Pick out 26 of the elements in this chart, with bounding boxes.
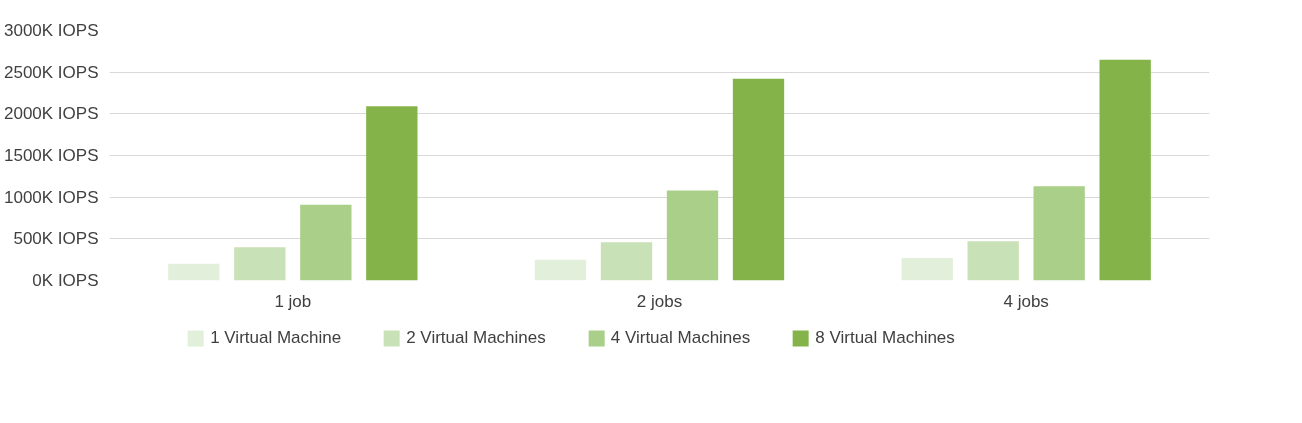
- y-tick-label: 3000K IOPS: [4, 21, 99, 40]
- bar: [234, 247, 286, 281]
- y-tick-label: 2000K IOPS: [4, 104, 99, 124]
- bar: [732, 78, 785, 281]
- x-tick-label: 2 jobs: [636, 291, 683, 311]
- bar: [534, 259, 587, 281]
- y-tick-label: 500K IOPS: [13, 229, 99, 249]
- legend-label: 1 Virtual Machine: [210, 328, 342, 348]
- x-tick-label: 1 job: [274, 291, 312, 311]
- y-tick-label: 2500K IOPS: [4, 62, 99, 82]
- bar: [1033, 186, 1085, 281]
- y-tick-label: 1000K IOPS: [4, 187, 99, 207]
- bar: [366, 106, 418, 281]
- bar: [967, 241, 1019, 281]
- legend-label: 2 Virtual Machines: [406, 328, 546, 348]
- legend-label: 4 Virtual Machines: [610, 328, 751, 348]
- bar: [600, 242, 653, 281]
- bar: [666, 190, 719, 281]
- bar: [901, 258, 953, 281]
- legend-label: 8 Virtual Machines: [815, 328, 955, 348]
- y-tick-label: 0K IOPS: [32, 271, 99, 290]
- bar: [300, 204, 352, 281]
- y-tick-label: 1500K IOPS: [4, 146, 99, 165]
- bar: [1099, 59, 1151, 281]
- x-tick-label: 4 jobs: [1003, 291, 1049, 311]
- bar: [168, 263, 220, 281]
